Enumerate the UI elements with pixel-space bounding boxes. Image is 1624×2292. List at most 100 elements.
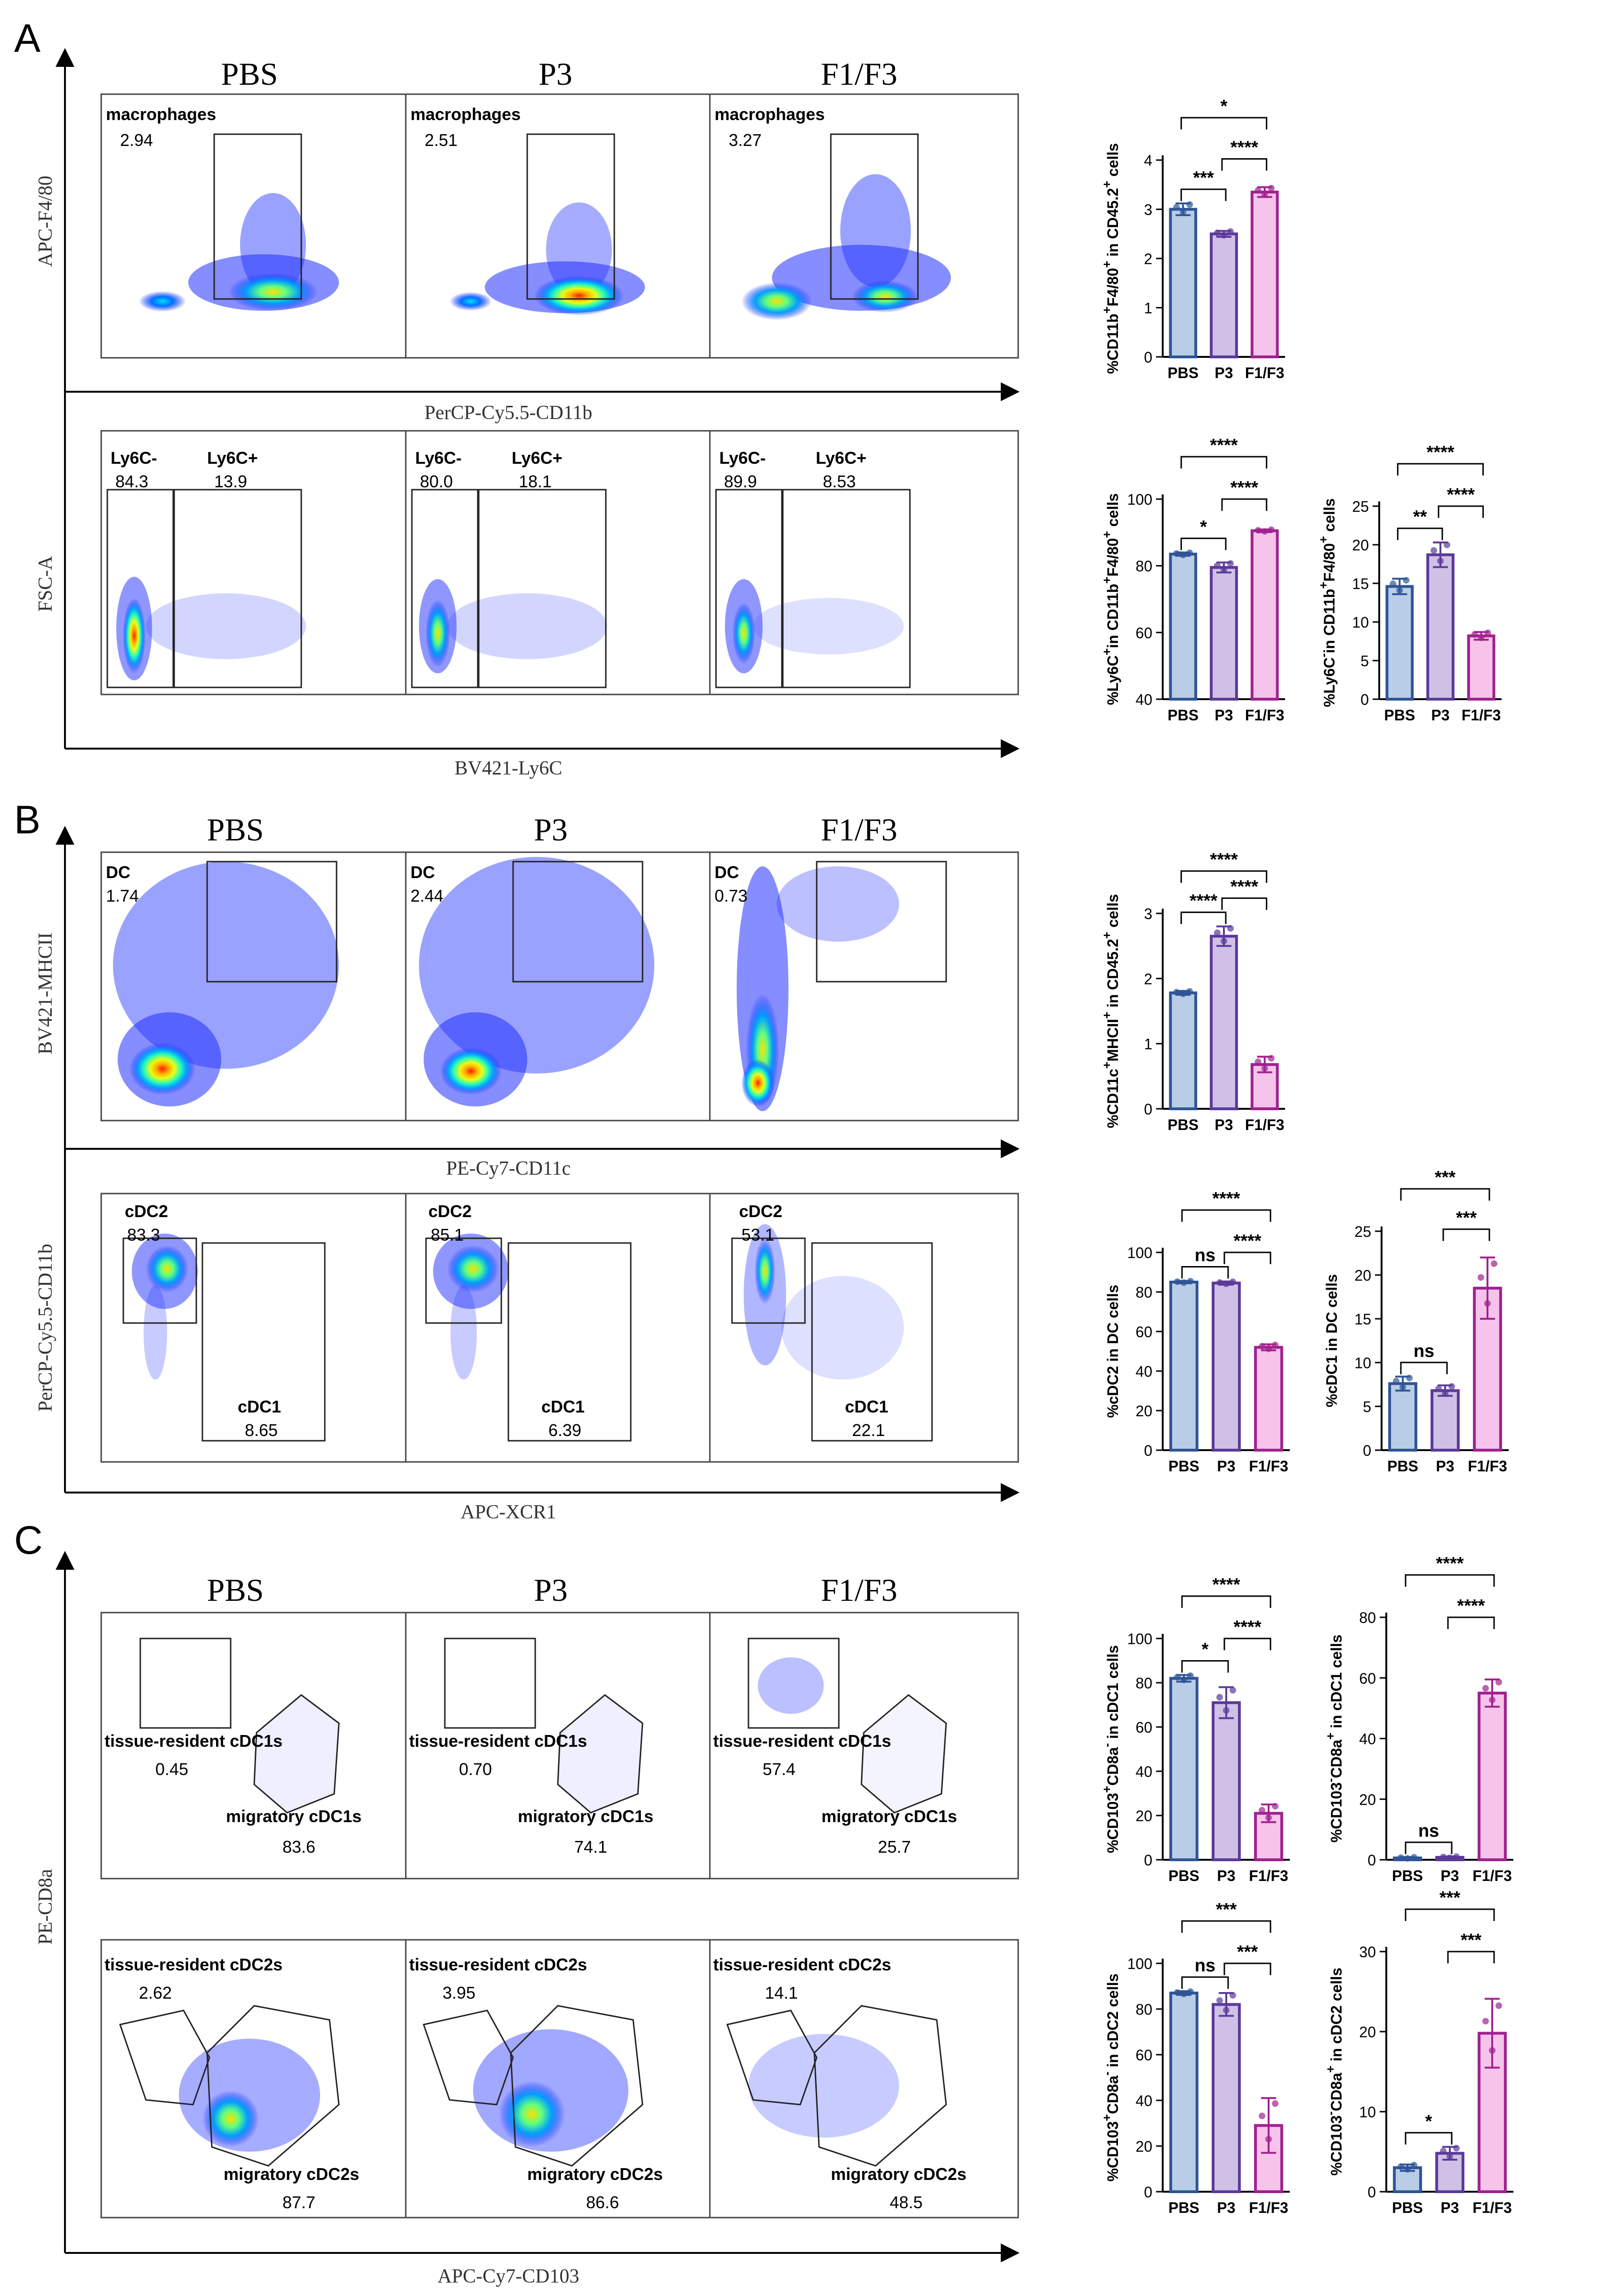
data-point	[1272, 1803, 1278, 1810]
data-point	[1180, 990, 1187, 997]
flow-plot-a1-p3: macrophages 2.51	[405, 93, 715, 359]
data-point	[1254, 527, 1262, 534]
significance-bracket	[1405, 1908, 1495, 1921]
gate-name: cDC2	[125, 1202, 168, 1221]
data-point	[1187, 1672, 1194, 1679]
bar-chart-5: 0 20 40 60 80 100 %cDC2 in DC cells PBS P3 F1/F3 n…	[1104, 1189, 1290, 1475]
data-point	[1261, 1065, 1268, 1072]
data-point	[1174, 1674, 1181, 1681]
gate-value: 2.94	[120, 130, 153, 150]
bar-pbs	[1169, 552, 1198, 701]
y-axis-label: %cDC1 in DC cells	[1323, 1274, 1340, 1407]
data-point	[1393, 1378, 1399, 1385]
y-axis-label: %Ly6C-in CD11b+F4/80+ cells	[1316, 498, 1338, 707]
significance-label: ***	[1237, 1942, 1258, 1962]
gate-name: migratory cDC1s	[518, 1807, 653, 1826]
significance-label: ****	[1233, 1617, 1261, 1637]
x-tick-label: P3	[1440, 2199, 1459, 2216]
data-point	[1453, 1853, 1460, 1860]
data-point	[1272, 1341, 1278, 1348]
significance-label: ****	[1230, 478, 1258, 498]
data-point	[1173, 204, 1180, 211]
y-tick-label: 40	[1135, 2092, 1152, 2109]
y-axis-label: %CD103+CD8a- in cDC1 cells	[1100, 1645, 1121, 1853]
data-point	[1221, 232, 1227, 239]
flow-title-f1f3: F1/F3	[821, 56, 898, 92]
gate-value: 48.5	[890, 2193, 923, 2212]
significance-label: ***	[1461, 1930, 1482, 1950]
x-tick-label: F1/F3	[1468, 1458, 1507, 1475]
y-tick-label: 60	[1135, 1719, 1152, 1736]
data-point	[1448, 1383, 1455, 1390]
significance-bracket	[1400, 1188, 1490, 1201]
axis-label-apc-cy7-cd103: APC-Cy7-CD103	[437, 2266, 579, 2287]
gate-value: 57.4	[763, 1759, 796, 1779]
data-point	[1259, 1343, 1265, 1350]
gate-value: 18.1	[519, 472, 552, 491]
gate-name: macrophages	[106, 105, 216, 124]
gate-value: 83.3	[127, 1225, 160, 1244]
bar-p3	[1210, 566, 1238, 701]
significance-label: ****	[1426, 443, 1454, 462]
bar-f1f3	[1250, 190, 1279, 358]
x-tick-label: P3	[1214, 1116, 1233, 1133]
data-point	[1403, 577, 1410, 584]
gate-name: cDC2	[739, 1202, 782, 1221]
data-point	[1230, 1992, 1236, 1999]
flow-plot-b1-f1f3: DC 0.73	[709, 851, 1019, 1122]
flow-title-pbs: PBS	[221, 56, 278, 92]
y-tick-label: 100	[1127, 1630, 1152, 1647]
x-tick-label: F1/F3	[1245, 1116, 1285, 1133]
data-point	[1435, 1385, 1442, 1392]
data-point	[1181, 1279, 1187, 1286]
flow-plot-c2-p3: tissue-resident cDC2s 3.95 migratory cDC…	[405, 1939, 715, 2219]
gate-value: 0.70	[459, 1759, 492, 1779]
significance-bracket	[1400, 1362, 1448, 1374]
data-point	[1447, 1854, 1453, 1861]
flow-plot-c1-p3: tissue-resident cDC1s 0.70 migratory cDC…	[405, 1612, 715, 1880]
flow-plot-a1-f1f3: macrophages 3.27	[709, 93, 1019, 359]
significance-label: ****	[1233, 1231, 1261, 1251]
data-point	[1214, 929, 1221, 936]
gate-value: 0.45	[155, 1759, 188, 1779]
gate-value: 80.0	[420, 472, 453, 491]
significance-label: ****	[1447, 485, 1475, 505]
data-point	[1216, 1997, 1223, 2004]
gate-value: 83.6	[282, 1837, 315, 1856]
bar-chart-8: 0 20 40 60 80 %CD103-CD8a+ in cDC1 cells PBS P3…	[1323, 1554, 1513, 1884]
data-point	[1181, 1990, 1187, 1997]
y-tick-label: 0	[1367, 2184, 1376, 2201]
y-tick-label: 60	[1135, 624, 1152, 641]
data-point	[1174, 1278, 1181, 1285]
bar-pbs	[1169, 1992, 1198, 2193]
bar-pbs	[1169, 208, 1198, 358]
data-point	[1230, 1278, 1236, 1285]
significance-bracket	[1223, 1251, 1271, 1264]
gate-value: 85.1	[431, 1225, 464, 1244]
y-tick-label: 2	[1144, 250, 1152, 267]
gate-name: cDC1	[238, 1397, 281, 1416]
gate-name: macrophages	[715, 105, 825, 124]
gate-name: tissue-resident cDC1s	[105, 1731, 282, 1751]
significance-bracket	[1181, 1920, 1271, 1933]
y-tick-label: 20	[1359, 2024, 1376, 2041]
gate-name: migratory cDC1s	[226, 1807, 362, 1826]
y-tick-label: 80	[1135, 1675, 1152, 1692]
gate-value: 86.6	[586, 2193, 619, 2212]
y-tick-label: 80	[1135, 1284, 1152, 1301]
gate-value: 25.7	[878, 1837, 911, 1856]
significance-bracket	[1221, 158, 1268, 171]
flow-plot-b2-pbs: cDC2 83.3 cDC1 8.65	[100, 1193, 410, 1463]
y-tick-label: 20	[1135, 1808, 1152, 1824]
x-tick-label: P3	[1217, 2199, 1235, 2216]
panel-c-flow: PE-CD8a APC-Cy7-CD103 PBS P3 F1/F3 tissu…	[35, 1551, 1020, 2287]
y-tick-label: 20	[1354, 1267, 1371, 1284]
data-point	[1216, 1279, 1223, 1286]
y-axis-label: %CD103-CD8a+ in cDC1 cells	[1323, 1635, 1345, 1843]
axis-label-pe-cd8a: PE-CD8a	[35, 1869, 56, 1945]
x-tick-label: PBS	[1387, 1458, 1418, 1475]
bar-f1f3	[1250, 529, 1279, 701]
data-point	[1484, 629, 1491, 636]
gate-value: 1.74	[106, 886, 139, 905]
